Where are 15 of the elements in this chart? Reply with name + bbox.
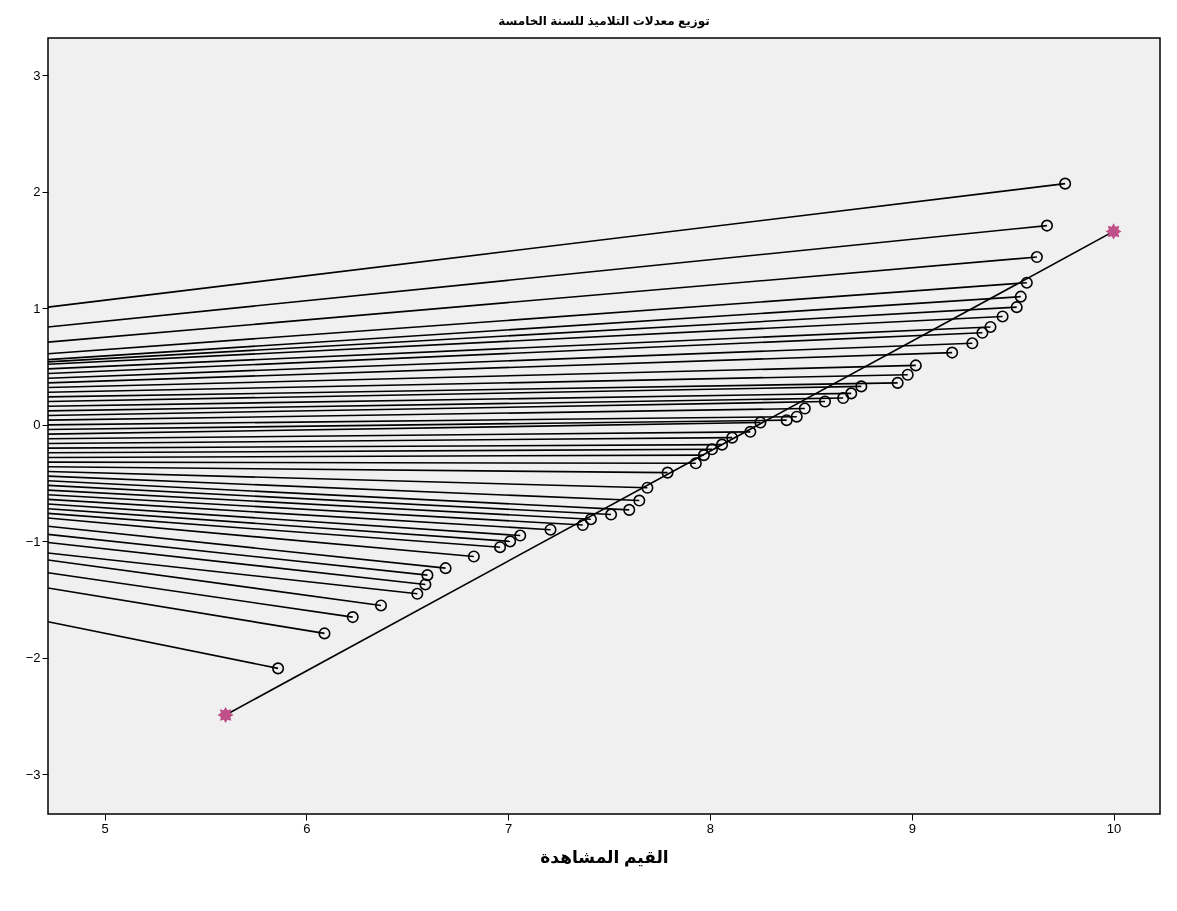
- x-tick-label: 10: [1106, 820, 1122, 836]
- y-tick-label: 1: [33, 300, 41, 316]
- x-axis-title: القيم المشاهدة: [540, 847, 669, 867]
- y-tick-label: −2: [25, 650, 41, 666]
- x-tick-label: 7: [505, 820, 513, 836]
- y-tick-label: −3: [25, 766, 41, 782]
- y-tick-label: 0: [33, 417, 41, 433]
- y-tick-label: 3: [33, 67, 41, 83]
- x-tick-label: 5: [101, 820, 109, 836]
- x-tick-label: 8: [706, 820, 715, 836]
- y-tick-label: 2: [33, 184, 41, 200]
- x-tick-label: 6: [303, 820, 311, 836]
- x-tick-label: 9: [908, 820, 916, 836]
- chart-title: توزيع معدلات التلاميذ للسنة الخامسة: [498, 14, 710, 29]
- y-tick-label: −1: [25, 533, 41, 549]
